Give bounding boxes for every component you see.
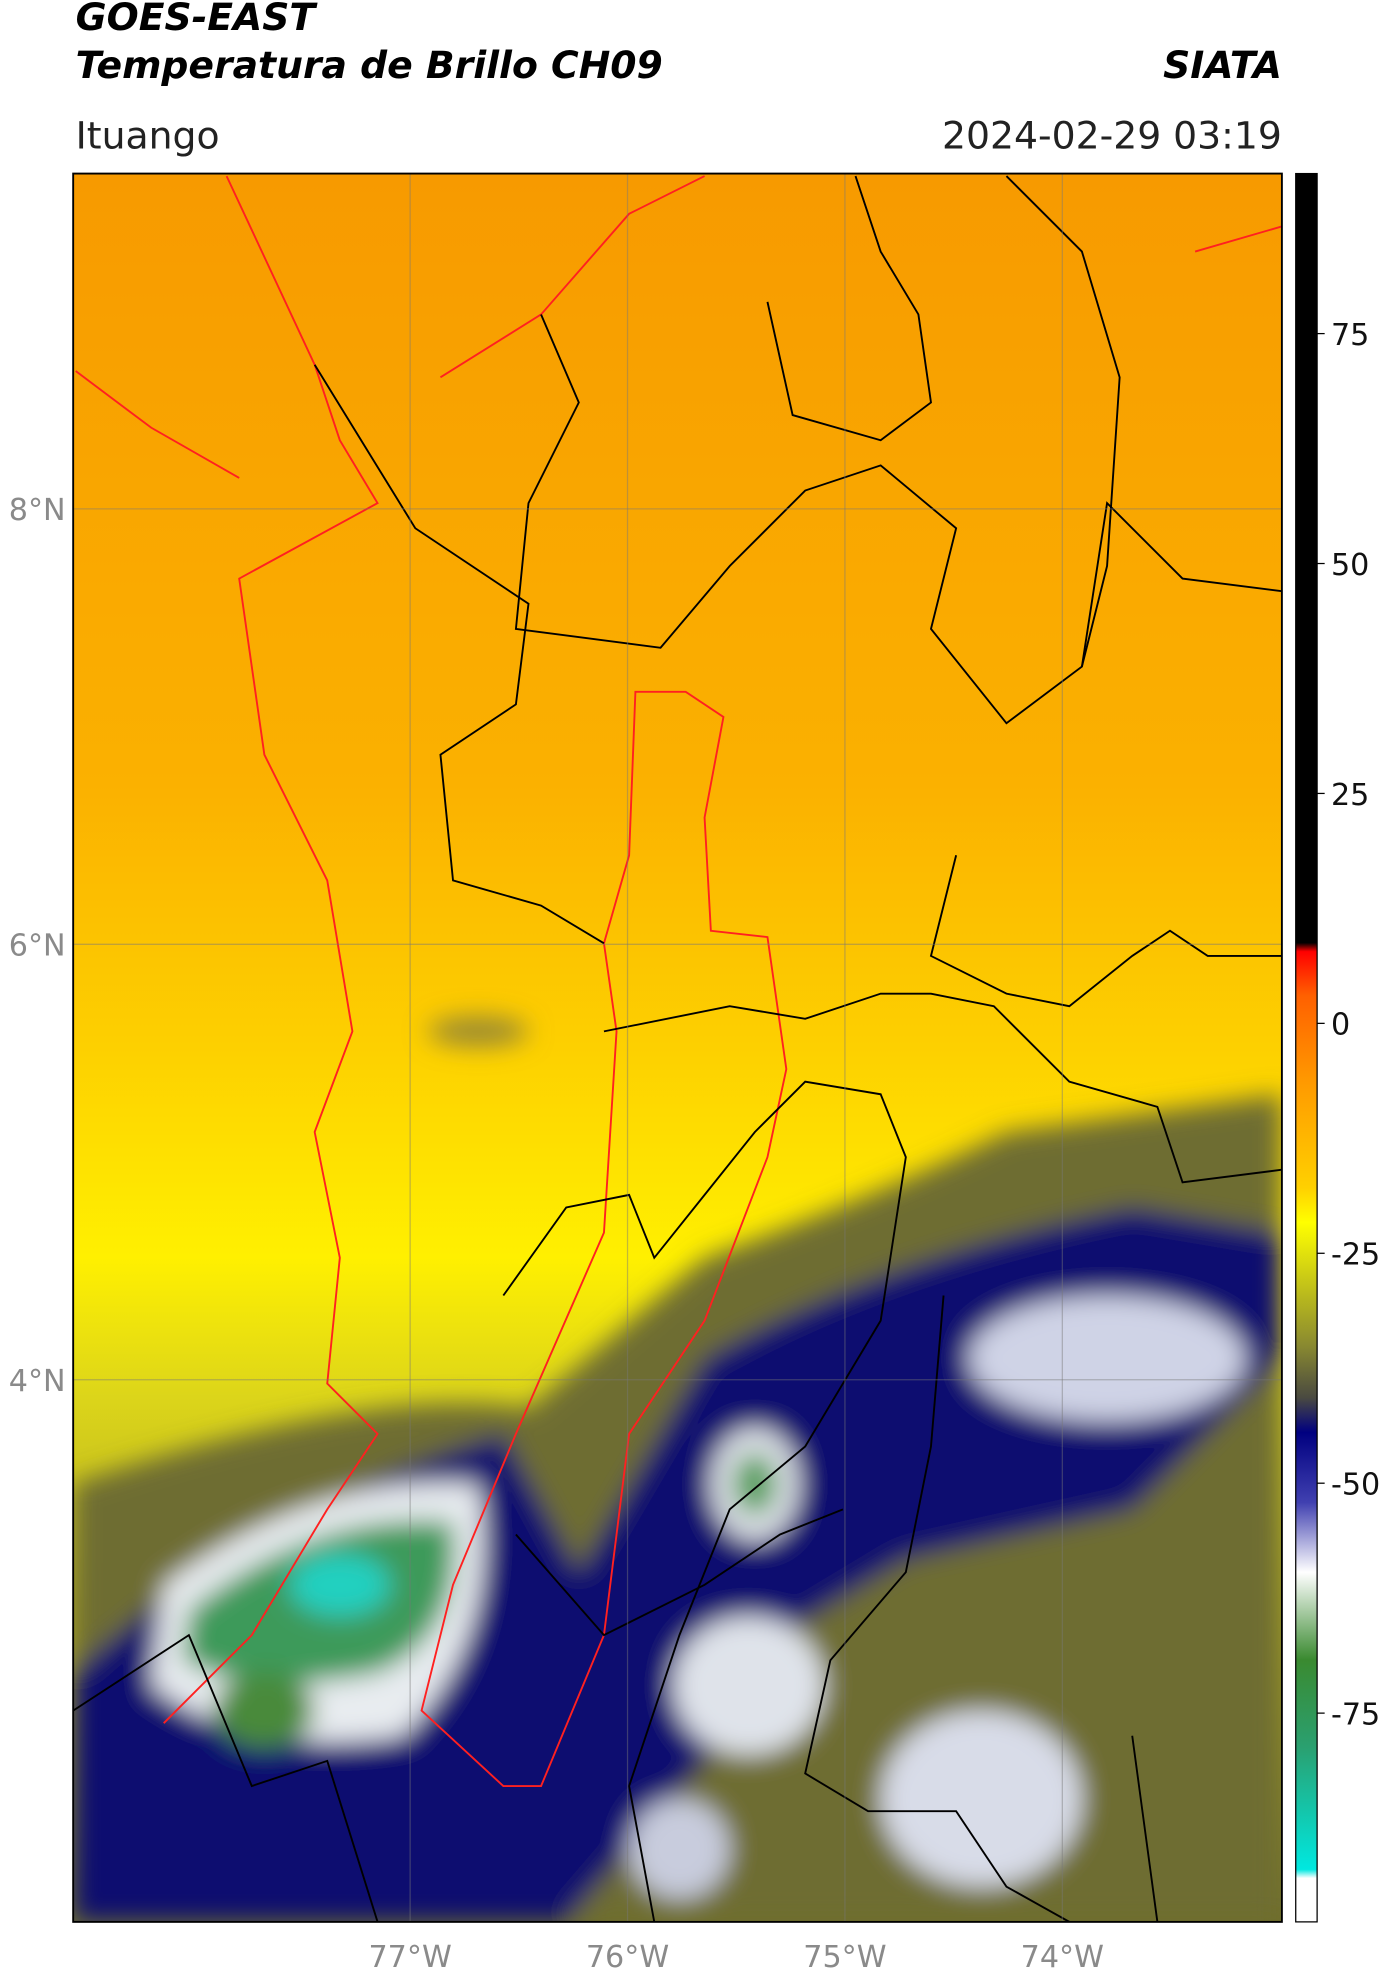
colorbar-tick-label: 25 — [1331, 778, 1369, 813]
y-tick-label: 4°N — [9, 1364, 66, 1399]
x-tick-label: 77°W — [368, 1940, 451, 1975]
y-tick-label: 6°N — [9, 929, 66, 964]
x-tick-label: 74°W — [1021, 1940, 1104, 1975]
graticule: 77°W 76°W 75°W 74°W 8°N 6°N 4°N — [9, 173, 1282, 1975]
map-frame — [72, 172, 1283, 1923]
colorbar-tick-label: 50 — [1331, 548, 1369, 583]
colorbar-tick-label: -50 — [1331, 1468, 1380, 1503]
colorbar-tick-label: -25 — [1331, 1238, 1380, 1273]
region: Ituango — [76, 113, 220, 157]
colorbar — [1295, 172, 1318, 1923]
colorbar-tick-label: -75 — [1331, 1697, 1380, 1732]
colorbar-tick-label: 75 — [1331, 318, 1369, 353]
title: GOES-EAST — [76, 0, 319, 39]
x-tick-label: 76°W — [586, 1940, 669, 1975]
colorbar-tick-label: 0 — [1331, 1008, 1350, 1043]
source: SIATA — [1163, 43, 1282, 87]
datetime: 2024-02-29 03:19 — [942, 113, 1282, 157]
y-tick-label: 8°N — [9, 493, 66, 528]
subtitle: Temperatura de Brillo CH09 — [76, 43, 663, 87]
x-tick-label: 75°W — [803, 1940, 886, 1975]
satellite-image — [73, 173, 1282, 1922]
colorbar-ticks: 75 50 25 0 -25 -50 -75 — [1317, 318, 1380, 1732]
